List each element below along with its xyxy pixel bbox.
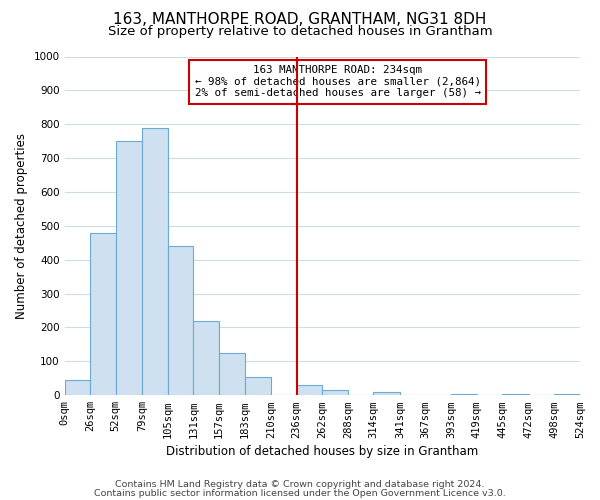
Bar: [65, 380, 90, 395]
Bar: [451, 394, 477, 395]
Y-axis label: Number of detached properties: Number of detached properties: [15, 133, 28, 319]
Text: 163 MANTHORPE ROAD: 234sqm
← 98% of detached houses are smaller (2,864)
2% of se: 163 MANTHORPE ROAD: 234sqm ← 98% of deta…: [195, 65, 481, 98]
Bar: [142, 128, 168, 395]
Bar: [219, 353, 245, 395]
Text: 163, MANTHORPE ROAD, GRANTHAM, NG31 8DH: 163, MANTHORPE ROAD, GRANTHAM, NG31 8DH: [113, 12, 487, 28]
Bar: [373, 392, 400, 395]
Text: Contains HM Land Registry data © Crown copyright and database right 2024.: Contains HM Land Registry data © Crown c…: [115, 480, 485, 489]
Text: Size of property relative to detached houses in Grantham: Size of property relative to detached ho…: [107, 25, 493, 38]
Bar: [90, 232, 116, 395]
Bar: [245, 376, 271, 395]
Bar: [116, 141, 142, 395]
Bar: [322, 390, 348, 395]
Bar: [193, 320, 219, 395]
Bar: [296, 385, 322, 395]
X-axis label: Distribution of detached houses by size in Grantham: Distribution of detached houses by size …: [166, 444, 478, 458]
Bar: [554, 394, 580, 395]
Text: Contains public sector information licensed under the Open Government Licence v3: Contains public sector information licen…: [94, 489, 506, 498]
Bar: [168, 246, 193, 395]
Bar: [502, 394, 529, 395]
